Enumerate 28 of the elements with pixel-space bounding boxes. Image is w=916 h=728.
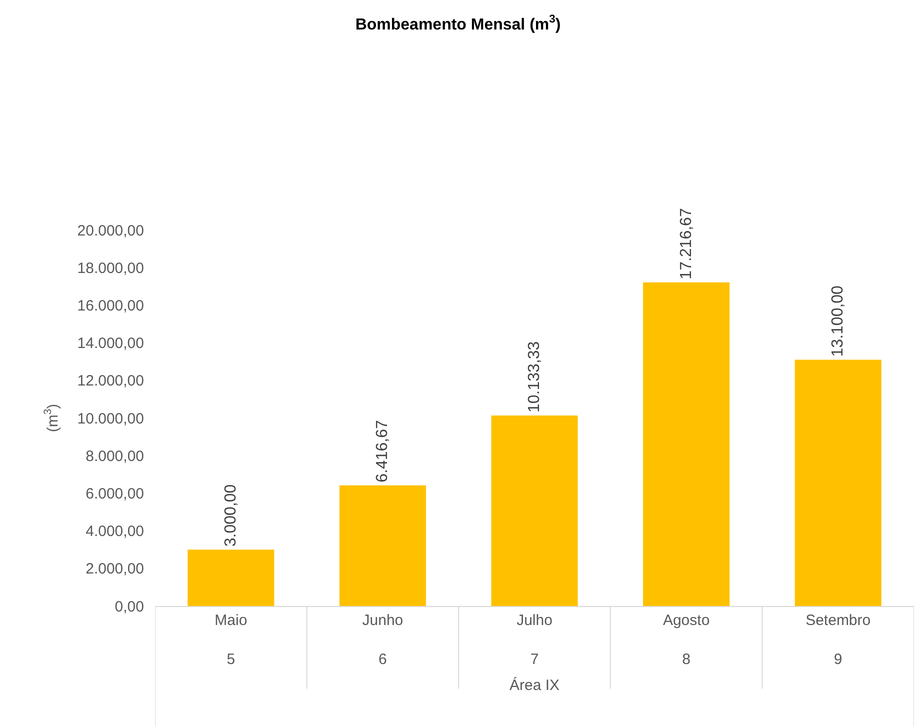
- y-tick-label: 6.000,00: [86, 485, 144, 502]
- bar: [643, 282, 730, 606]
- y-tick-label: 8.000,00: [86, 448, 144, 465]
- data-label: 10.133,33: [526, 341, 543, 412]
- category-label: Setembro 9: [806, 612, 871, 668]
- category-label: Junho 6: [362, 612, 404, 668]
- category-label: Agosto 8: [662, 612, 710, 668]
- y-tick-label: 0,00: [114, 598, 144, 616]
- y-tick-label: 20.000,00: [77, 222, 144, 240]
- x-axis-title: Área IX: [509, 676, 560, 694]
- bar: [794, 360, 882, 606]
- data-label: 6.416,67: [374, 420, 392, 482]
- data-label: 3.000,00: [222, 484, 240, 547]
- category-label: Maio 5: [214, 612, 248, 668]
- y-tick-label: 4.000,00: [86, 523, 144, 540]
- y-tick-label: 14.000,00: [77, 335, 144, 352]
- y-tick-label: 12.000,00: [77, 372, 144, 390]
- y-tick-label: 18.000,00: [77, 260, 144, 277]
- data-label: 13.100,00: [830, 285, 847, 357]
- y-tick-label: 10.000,00: [77, 410, 144, 428]
- data-label: 17.216,67: [678, 208, 695, 280]
- bar: [491, 415, 578, 606]
- bar: [339, 485, 426, 606]
- bar: [188, 550, 274, 606]
- category-label: Julho 7: [516, 612, 552, 668]
- y-tick-label: 16.000,00: [77, 297, 144, 314]
- chart-title: Bombeamento Mensal (m$^{3}$): [355, 14, 561, 34]
- y-tick-label: 2.000,00: [86, 560, 144, 578]
